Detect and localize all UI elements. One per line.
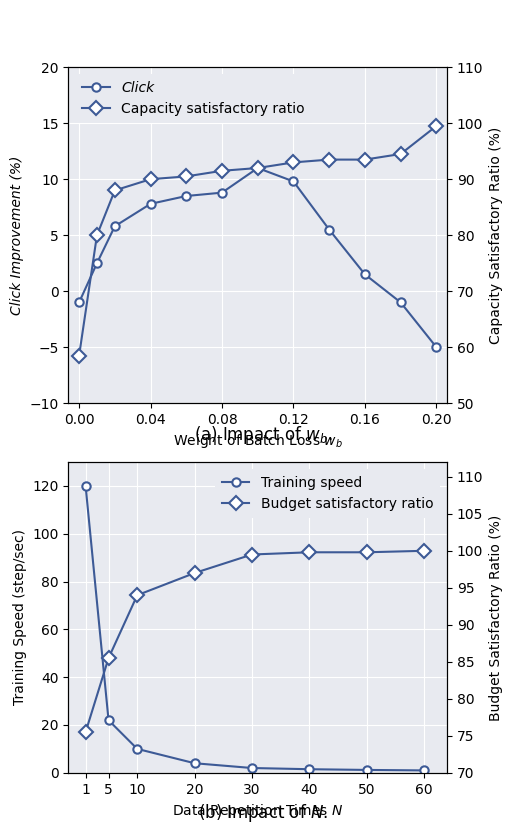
Legend: Training speed, Budget satisfactory ratio: Training speed, Budget satisfactory rati… — [215, 469, 440, 517]
Legend: Click, Capacity satisfactory ratio: Click, Capacity satisfactory ratio — [75, 74, 312, 123]
Y-axis label: Click Improvement (%): Click Improvement (%) — [10, 155, 24, 315]
Y-axis label: Budget Satisfactory Ratio (%): Budget Satisfactory Ratio (%) — [489, 514, 503, 721]
X-axis label: Data Repetition Times $N$: Data Repetition Times $N$ — [172, 802, 343, 820]
Y-axis label: Capacity Satisfactory Ratio (%): Capacity Satisfactory Ratio (%) — [489, 127, 503, 344]
Text: (b) Impact of $N$.: (b) Impact of $N$. — [198, 802, 328, 824]
Text: (a) Impact of $w_b$.: (a) Impact of $w_b$. — [194, 424, 332, 446]
X-axis label: Weight of Batch Loss $w_b$: Weight of Batch Loss $w_b$ — [173, 433, 342, 450]
Y-axis label: Training Speed (step/sec): Training Speed (step/sec) — [13, 529, 27, 706]
